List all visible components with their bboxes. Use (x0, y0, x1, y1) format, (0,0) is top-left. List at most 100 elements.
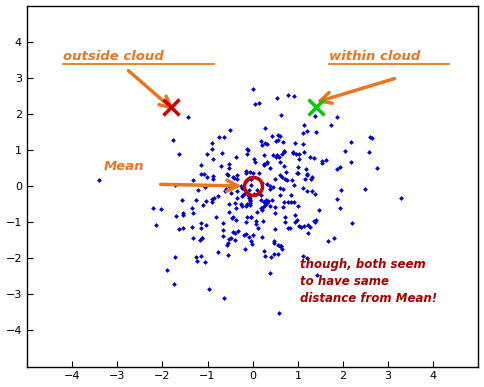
Point (333, 166, 341, 172)
Point (232, 217, 240, 223)
Point (318, 160, 326, 166)
Point (276, 192, 284, 198)
Point (231, 236, 239, 243)
Point (217, 163, 225, 169)
Point (267, 164, 274, 171)
Point (246, 202, 254, 209)
Point (205, 286, 213, 293)
Point (242, 168, 250, 175)
Point (272, 138, 280, 144)
Point (226, 183, 233, 189)
Point (308, 188, 316, 194)
Point (241, 231, 248, 238)
Point (274, 132, 282, 138)
Point (229, 173, 237, 180)
Point (208, 196, 216, 202)
Point (303, 128, 311, 134)
Point (304, 222, 312, 228)
Point (247, 182, 255, 188)
Point (268, 133, 276, 139)
Point (250, 156, 258, 162)
Point (259, 204, 267, 210)
Point (324, 238, 332, 244)
Point (311, 190, 318, 197)
Point (227, 181, 235, 187)
Point (193, 254, 200, 260)
Point (291, 140, 299, 146)
Point (302, 166, 310, 172)
Point (197, 253, 205, 260)
Point (288, 177, 296, 183)
Point (199, 202, 207, 208)
Point (269, 184, 277, 190)
Point (275, 310, 283, 316)
Point (277, 243, 285, 249)
Point (234, 228, 242, 234)
Point (170, 281, 178, 287)
Point (247, 214, 255, 221)
Point (300, 223, 308, 229)
Point (208, 199, 216, 205)
Point (361, 186, 368, 192)
Point (304, 229, 312, 236)
Point (280, 149, 288, 155)
Point (312, 217, 320, 223)
Point (197, 220, 205, 226)
Point (260, 248, 268, 254)
Point (274, 242, 282, 248)
Point (225, 236, 233, 243)
Point (290, 182, 298, 188)
Point (276, 133, 284, 139)
Point (271, 226, 278, 232)
Point (256, 100, 263, 106)
Point (222, 187, 229, 193)
Point (241, 191, 248, 197)
Point (300, 253, 307, 259)
Point (311, 113, 319, 119)
Point (267, 203, 274, 209)
Point (309, 173, 317, 180)
Point (275, 154, 283, 160)
Point (257, 205, 265, 212)
Point (214, 193, 222, 199)
Point (242, 203, 250, 209)
Point (242, 170, 250, 176)
Point (214, 249, 222, 255)
Point (294, 170, 302, 176)
Point (336, 205, 344, 211)
Point (266, 182, 274, 188)
Point (233, 195, 241, 201)
Point (253, 221, 260, 227)
Point (279, 139, 287, 145)
Point (189, 210, 197, 216)
Point (333, 114, 341, 120)
Point (233, 172, 241, 178)
Point (197, 171, 205, 177)
Point (368, 135, 376, 141)
Point (248, 241, 256, 247)
Text: outside cloud: outside cloud (63, 50, 164, 63)
Point (203, 174, 211, 180)
Point (242, 219, 250, 225)
Point (245, 175, 253, 181)
Point (303, 188, 311, 194)
Point (276, 185, 284, 191)
Point (270, 240, 277, 247)
Point (268, 197, 276, 203)
Point (218, 150, 226, 156)
Point (333, 196, 341, 202)
Point (197, 225, 205, 231)
Point (291, 212, 299, 218)
Point (318, 158, 326, 164)
Point (233, 176, 241, 182)
Point (171, 254, 179, 260)
Point (281, 219, 289, 225)
Point (246, 198, 254, 204)
Point (201, 183, 209, 190)
Point (169, 137, 177, 144)
Point (210, 176, 217, 182)
Point (290, 199, 298, 205)
Point (272, 210, 279, 216)
Point (223, 171, 231, 178)
Point (257, 137, 265, 144)
